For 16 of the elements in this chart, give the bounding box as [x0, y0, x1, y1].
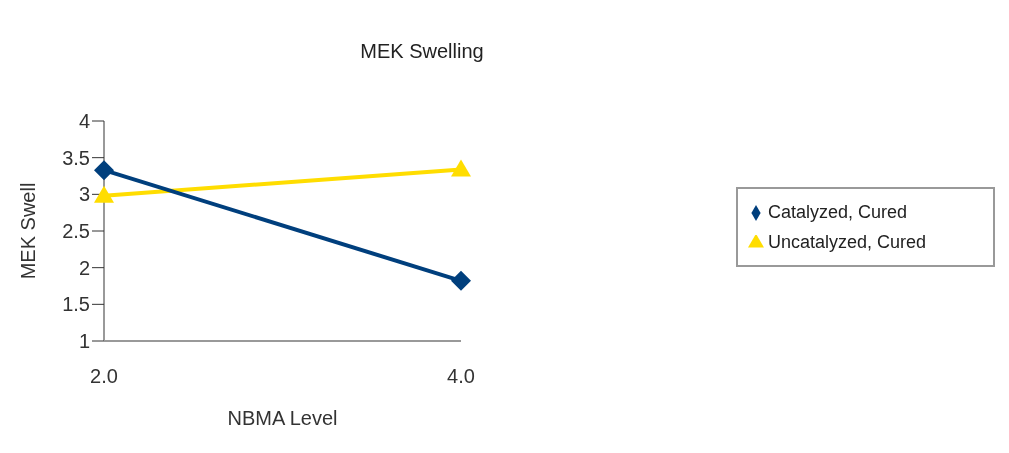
y-tick-label: 1: [78, 330, 90, 353]
point: [94, 160, 114, 181]
y-tick-label: 4: [78, 110, 90, 133]
y-tick-label: 3: [78, 183, 90, 206]
y-axis-title: MEK Swell: [17, 182, 40, 280]
x-tick-label: 2.0: [90, 365, 118, 388]
x-axis-title: NBMA Level: [227, 407, 338, 429]
y-tick-label: 2.5: [62, 220, 90, 243]
point: [451, 270, 471, 291]
x-tick-label: 4.0: [447, 365, 475, 388]
legend-label: Uncatalyzed, Cured: [768, 231, 927, 252]
y-tick-label: 3.5: [62, 146, 90, 169]
y-tick-label: 1.5: [62, 293, 90, 316]
y-tick-label: 2: [78, 256, 90, 279]
legend-label: Catalyzed, Cured: [768, 201, 908, 222]
chart-title: MEK Swelling: [359, 40, 485, 63]
